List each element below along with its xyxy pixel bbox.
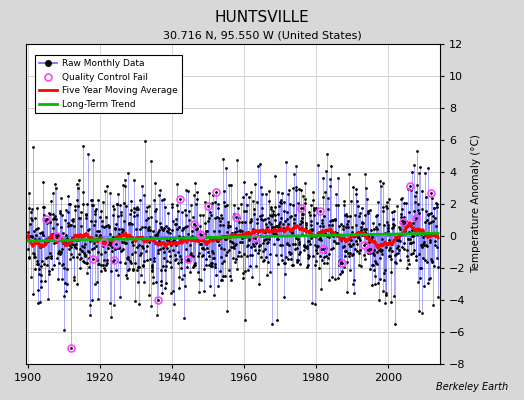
Text: Berkeley Earth: Berkeley Earth [436, 382, 508, 392]
Y-axis label: Temperature Anomaly (°C): Temperature Anomaly (°C) [471, 134, 481, 274]
Text: HUNTSVILLE: HUNTSVILLE [215, 10, 309, 25]
Legend: Raw Monthly Data, Quality Control Fail, Five Year Moving Average, Long-Term Tren: Raw Monthly Data, Quality Control Fail, … [35, 55, 182, 114]
Text: 30.716 N, 95.550 W (United States): 30.716 N, 95.550 W (United States) [162, 30, 362, 40]
